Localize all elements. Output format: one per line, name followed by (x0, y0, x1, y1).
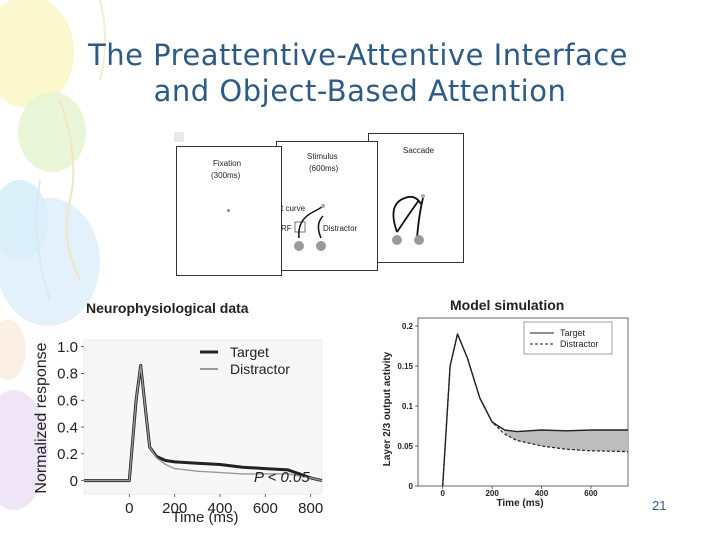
balloon-cyan (0, 180, 48, 260)
balloon-peach (0, 320, 26, 380)
stimulus-label: Stimulus (307, 152, 338, 161)
target-curve-label: Target curve (261, 204, 306, 213)
x-tick-label: 600 (584, 489, 598, 498)
y-tick-label: 0 (70, 473, 78, 490)
legend-distractor: Distractor (230, 361, 290, 377)
balloon-purple (0, 390, 48, 510)
slide-title-line-2: and Object-Based Attention (153, 74, 567, 108)
balloon-green (18, 92, 86, 172)
distractor-label: Distractor (323, 224, 358, 233)
y-tick-label: 1.0 (57, 339, 78, 356)
stimulus-time: (600ms) (309, 164, 339, 173)
series-line-distractor (442, 333, 629, 487)
legend-target: Target (560, 328, 586, 338)
slide-title-line-1: The Preattentive-Attentive Interface (87, 38, 629, 72)
panel-shadow (174, 132, 184, 142)
page-number: 21 (652, 498, 667, 513)
y-tick-label: 0.2 (402, 322, 414, 331)
rf-label: RF (281, 224, 292, 233)
saccade-panel: Saccade (368, 133, 464, 263)
x-tick-label: 800 (298, 500, 323, 517)
fixation-point (227, 209, 230, 212)
difference-shading (504, 430, 628, 452)
x-axis-label: Time (ms) (172, 509, 239, 526)
fixation-time: (300ms) (211, 171, 241, 180)
y-axis-label: Layer 2/3 output activity (382, 351, 393, 466)
x-tick-label: 400 (207, 500, 232, 517)
y-tick-label: 0.4 (57, 419, 78, 436)
x-tick-label: 400 (535, 489, 549, 498)
balloon-string (99, 0, 106, 81)
y-axis-label: Normalized response (33, 342, 50, 493)
series-line-distractor (84, 364, 323, 482)
neuro-chart-title: Neurophysiological data (86, 300, 249, 316)
x-tick-label: 200 (162, 500, 187, 517)
x-tick-label: 600 (253, 500, 278, 517)
y-tick-label: 0.05 (397, 442, 413, 451)
legend-target: Target (230, 344, 269, 360)
x-tick-label: 200 (485, 489, 499, 498)
y-tick-label: 0.6 (57, 393, 78, 410)
x-tick-label: 0 (125, 500, 133, 517)
balloon-string (35, 179, 51, 301)
stimulus-panel: Stimulus (600ms) Target curve RF Distrac… (261, 141, 378, 271)
y-tick-label: 0.1 (402, 402, 414, 411)
saccade-label: Saccade (403, 146, 435, 155)
fixation-label: Fixation (213, 159, 242, 168)
legend-distractor: Distractor (560, 339, 599, 349)
model-chart-title: Model simulation (450, 297, 565, 313)
legend-box (523, 321, 613, 355)
model-simulation-chart: 0 200 400 600 0 0.05 0.1 0.15 0.2 Layer 2/3 outp… (382, 317, 629, 509)
stimulus-curves (294, 204, 326, 251)
neurophysiological-chart: 0 200 400 600 800 0 0.2 0.4 0.6 0.8 1.0 Normalized… (33, 339, 323, 526)
x-axis-label: Time (ms) (496, 498, 543, 509)
fixation-panel: Fixation (300ms) (176, 146, 282, 276)
balloon-string (59, 99, 81, 281)
y-tick-label: 0.8 (57, 366, 78, 383)
balloon-top-left (0, 0, 74, 108)
y-tick-label: 0.15 (397, 362, 413, 371)
x-tick-label: 0 (440, 489, 445, 498)
saccade-curves (392, 194, 425, 245)
y-tick-label: 0 (409, 482, 414, 491)
y-tick-label: 0.2 (57, 446, 78, 463)
significance-annotation: P < 0.05 (254, 469, 310, 486)
